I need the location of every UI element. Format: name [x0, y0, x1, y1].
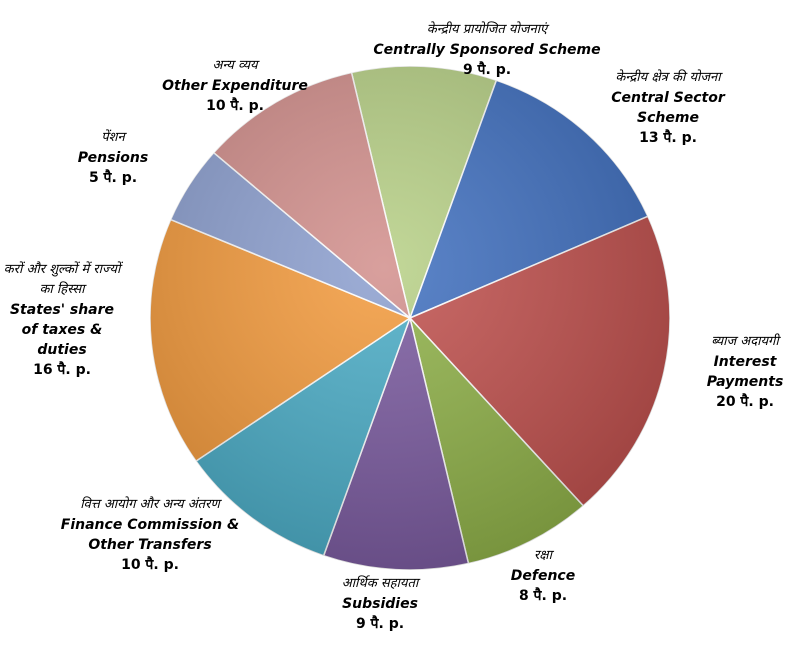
- label-en: Defence: [510, 568, 576, 584]
- label-hi: ब्याज अदायगी: [711, 334, 779, 349]
- label-hi: पेंशन: [101, 130, 125, 145]
- slice-label: पेंशन Pensions 5 पै. p.: [63, 128, 163, 188]
- label-val: 16 पै. p.: [33, 362, 91, 378]
- label-val: 5 पै. p.: [88, 170, 138, 186]
- label-val: 8 पै. p.: [518, 588, 568, 604]
- label-en: Subsidies: [342, 596, 418, 612]
- slice-label: केन्द्रीय क्षेत्र की योजना Central Sector…: [603, 68, 733, 148]
- label-hi: आर्थिक सहायता: [341, 576, 419, 591]
- label-en: Centrally Sponsored Scheme: [373, 42, 601, 58]
- label-hi: रक्षा: [533, 548, 552, 563]
- label-en: States' share of taxes & duties: [9, 302, 115, 358]
- label-val: 13 पै. p.: [639, 130, 697, 146]
- label-hi: केन्द्रीय प्रायोजित योजनाएं: [426, 22, 548, 37]
- label-hi: अन्य व्यय: [212, 58, 258, 73]
- slice-label: वित्त आयोग और अन्य अंतरण Finance Commissi…: [60, 495, 240, 575]
- label-en: Central Sector Scheme: [611, 90, 725, 126]
- label-hi: वित्त आयोग और अन्य अंतरण: [80, 497, 220, 512]
- label-en: Pensions: [77, 150, 149, 166]
- label-en: Other Expenditure: [162, 78, 308, 94]
- label-val: 9 पै. p.: [462, 62, 512, 78]
- label-val: 10 पै. p.: [206, 98, 264, 114]
- label-val: 20 पै. p.: [716, 394, 774, 410]
- slice-label: केन्द्रीय प्रायोजित योजनाएं Centrally Spo…: [357, 20, 617, 80]
- slice-label: ब्याज अदायगी Interest Payments 20 पै. p.: [690, 332, 800, 412]
- slice-label: अन्य व्यय Other Expenditure 10 पै. p.: [150, 56, 320, 116]
- slice-label: करों और शुल्कों में राज्यों का हिस्सा Sta…: [2, 260, 122, 380]
- slice-label: आर्थिक सहायता Subsidies 9 पै. p.: [305, 574, 455, 634]
- label-hi: केन्द्रीय क्षेत्र की योजना: [615, 70, 721, 85]
- label-hi: करों और शुल्कों में राज्यों का हिस्सा: [3, 262, 121, 297]
- label-en: Finance Commission & Other Transfers: [60, 517, 240, 553]
- label-en: Interest Payments: [706, 354, 784, 390]
- label-val: 9 पै. p.: [355, 616, 405, 632]
- label-val: 10 पै. p.: [121, 557, 179, 573]
- slice-label: रक्षा Defence 8 पै. p.: [498, 546, 588, 606]
